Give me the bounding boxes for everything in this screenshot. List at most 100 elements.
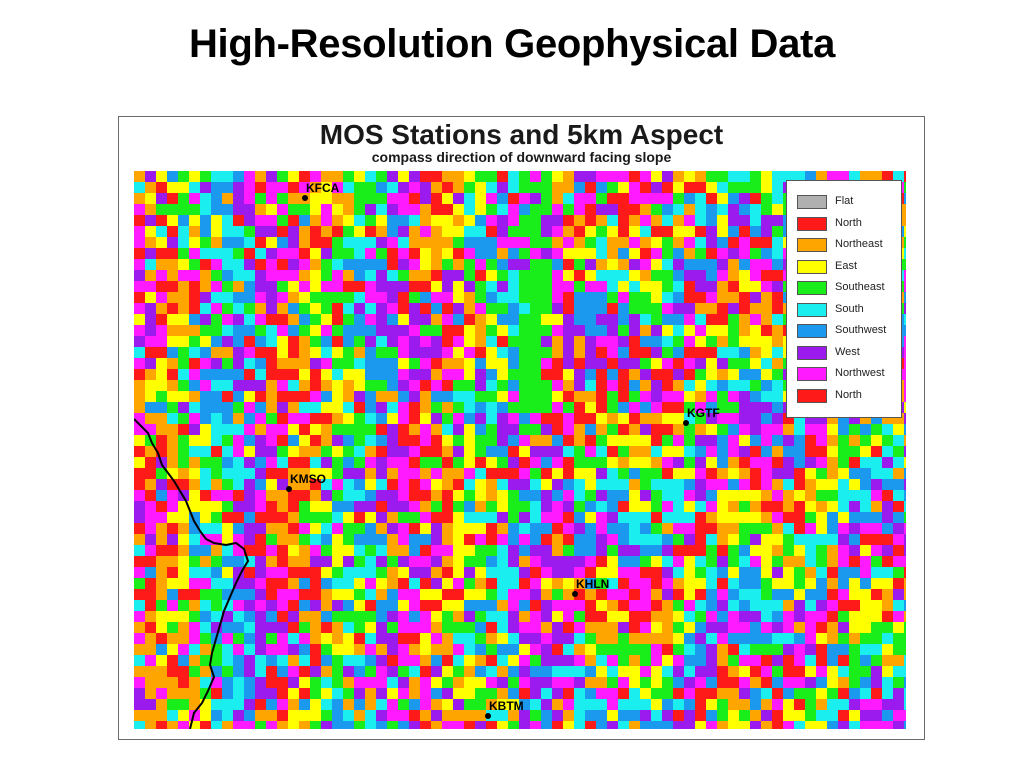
aspect-cell — [475, 281, 487, 293]
aspect-cell — [585, 358, 597, 370]
aspect-cell — [354, 556, 366, 568]
aspect-cell — [266, 281, 278, 293]
aspect-cell — [706, 501, 718, 513]
aspect-cell — [695, 655, 707, 667]
aspect-cell — [585, 204, 597, 216]
aspect-cell — [585, 611, 597, 623]
aspect-cell — [728, 578, 740, 590]
aspect-cell — [486, 446, 498, 458]
aspect-cell — [629, 248, 641, 260]
aspect-cell — [596, 721, 608, 729]
aspect-cell — [871, 567, 883, 579]
aspect-cell — [189, 237, 201, 249]
aspect-cell — [420, 303, 432, 315]
aspect-cell — [640, 259, 652, 271]
aspect-cell — [893, 567, 905, 579]
aspect-cell — [585, 512, 597, 524]
aspect-cell — [420, 644, 432, 656]
aspect-cell — [618, 204, 630, 216]
aspect-cell — [739, 545, 751, 557]
aspect-cell — [783, 457, 795, 469]
aspect-cell — [618, 314, 630, 326]
aspect-cell — [431, 259, 443, 271]
aspect-cell — [706, 699, 718, 711]
aspect-cell — [134, 413, 146, 425]
aspect-cell — [673, 556, 685, 568]
aspect-cell — [409, 248, 421, 260]
aspect-cell — [772, 490, 784, 502]
aspect-cell — [332, 281, 344, 293]
aspect-cell — [420, 358, 432, 370]
aspect-cell — [805, 655, 817, 667]
aspect-cell — [629, 512, 641, 524]
aspect-cell — [310, 336, 322, 348]
aspect-cell — [244, 303, 256, 315]
aspect-cell — [750, 237, 762, 249]
aspect-cell — [871, 424, 883, 436]
aspect-cell — [255, 622, 267, 634]
aspect-cell — [882, 457, 894, 469]
aspect-cell — [189, 325, 201, 337]
aspect-cell — [354, 479, 366, 491]
aspect-cell — [266, 710, 278, 722]
aspect-cell — [200, 281, 212, 293]
aspect-cell — [211, 490, 223, 502]
aspect-cell — [343, 688, 355, 700]
aspect-cell — [596, 435, 608, 447]
aspect-cell — [750, 248, 762, 260]
aspect-cell — [794, 468, 806, 480]
aspect-cell — [585, 523, 597, 535]
aspect-cell — [530, 413, 542, 425]
aspect-cell — [871, 611, 883, 623]
aspect-cell — [530, 611, 542, 623]
aspect-cell — [409, 413, 421, 425]
aspect-cell — [178, 633, 190, 645]
aspect-cell — [376, 677, 388, 689]
aspect-cell — [409, 644, 421, 656]
aspect-cell — [849, 567, 861, 579]
aspect-cell — [728, 567, 740, 579]
aspect-cell — [750, 490, 762, 502]
aspect-cell — [156, 490, 168, 502]
aspect-cell — [761, 589, 773, 601]
aspect-cell — [387, 347, 399, 359]
aspect-cell — [475, 391, 487, 403]
aspect-cell — [651, 182, 663, 194]
aspect-cell — [222, 358, 234, 370]
aspect-cell — [805, 435, 817, 447]
aspect-cell — [321, 292, 333, 304]
aspect-cell — [607, 479, 619, 491]
aspect-cell — [288, 391, 300, 403]
aspect-cell — [211, 303, 223, 315]
aspect-cell — [420, 259, 432, 271]
aspect-cell — [442, 325, 454, 337]
aspect-cell — [376, 248, 388, 260]
aspect-cell — [156, 270, 168, 282]
aspect-cell — [541, 688, 553, 700]
station-marker — [683, 420, 689, 426]
aspect-cell — [695, 380, 707, 392]
aspect-cell — [728, 721, 740, 729]
aspect-cell — [574, 391, 586, 403]
aspect-cell — [717, 589, 729, 601]
aspect-cell — [310, 281, 322, 293]
aspect-cell — [838, 644, 850, 656]
aspect-cell — [541, 380, 553, 392]
aspect-cell — [420, 556, 432, 568]
aspect-cell — [893, 710, 905, 722]
aspect-cell — [277, 633, 289, 645]
aspect-cell — [695, 457, 707, 469]
aspect-cell — [486, 204, 498, 216]
aspect-cell — [772, 633, 784, 645]
aspect-cell — [343, 215, 355, 227]
aspect-cell — [431, 633, 443, 645]
aspect-cell — [497, 534, 509, 546]
aspect-cell — [189, 314, 201, 326]
aspect-cell — [178, 259, 190, 271]
aspect-cell — [431, 380, 443, 392]
aspect-cell — [266, 292, 278, 304]
aspect-cell — [453, 567, 465, 579]
aspect-cell — [761, 633, 773, 645]
aspect-cell — [772, 611, 784, 623]
aspect-cell — [541, 369, 553, 381]
